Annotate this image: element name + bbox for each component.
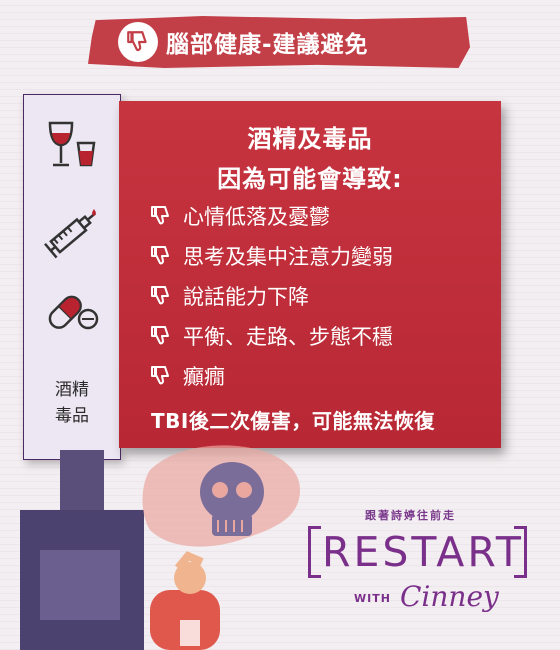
list-item: 平衡、走路、步態不穩 [149,321,393,351]
card-subtitle: 因為可能會導致: [217,165,403,193]
list-item: 癲癇 [149,361,225,391]
page-title: 腦部健康-建議避免 [166,32,369,58]
list-item: 說話能力下降 [149,281,309,311]
side-label-drugs: 毒品 [55,406,89,426]
side-label-alcohol: 酒精 [55,380,89,400]
category-sidebar: 酒精 毒品 [23,94,121,460]
effects-card: 酒精及毒品 因為可能會導致: 心情低落及憂鬱 思考及集中注意力變弱 說話能力下降… [119,101,501,448]
logo-with: WITH [354,592,391,605]
logo-wordmark: RESTART [322,528,524,576]
illustration [20,445,300,650]
list-item-label: 平衡、走路、步態不穩 [183,325,393,349]
thumbs-down-icon [151,246,169,265]
list-item: 思考及集中注意力變弱 [149,241,393,271]
pills-icon [48,295,99,330]
list-item-label: 心情低落及憂鬱 [183,205,330,229]
list-item: 心情低落及憂鬱 [149,201,330,231]
thumbs-down-icon [118,22,158,62]
logo-bracket-left [308,526,321,578]
person-illustration [150,551,220,650]
wine-glass-icon [48,121,96,167]
thumbs-down-icon [151,326,169,345]
bottle-illustration [20,450,144,650]
footnote: TBI後二次傷害，可能無法恢復 [151,409,435,433]
list-item-label: 說話能力下降 [183,285,309,309]
list-item-label: 思考及集中注意力變弱 [183,245,393,269]
card-title: 酒精及毒品 [247,125,373,153]
syringe-icon [44,209,97,259]
list-item-label: 癲癇 [183,365,225,389]
thumbs-down-icon [151,366,169,385]
header: 腦部健康-建議避免 [118,16,458,68]
logo-bracket-right [514,526,527,578]
thumbs-down-icon [151,286,169,305]
thumbs-down-icon [151,206,169,225]
logo-signature: Cinney [400,580,499,613]
logo-tagline: 跟著詩婷往前走 [365,509,456,522]
skull-icon [142,445,300,547]
